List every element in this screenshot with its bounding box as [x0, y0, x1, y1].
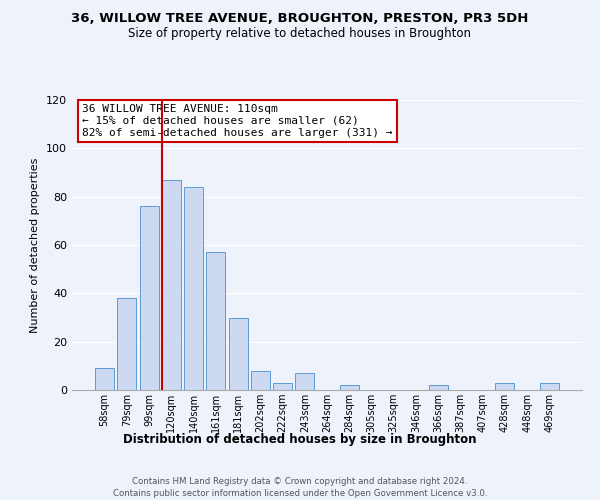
Text: Contains public sector information licensed under the Open Government Licence v3: Contains public sector information licen… [113, 489, 487, 498]
Text: 36 WILLOW TREE AVENUE: 110sqm
← 15% of detached houses are smaller (62)
82% of s: 36 WILLOW TREE AVENUE: 110sqm ← 15% of d… [82, 104, 392, 138]
Y-axis label: Number of detached properties: Number of detached properties [31, 158, 40, 332]
Bar [118, 298, 136, 390]
Text: Distribution of detached houses by size in Broughton: Distribution of detached houses by size … [123, 432, 477, 446]
Text: 36, WILLOW TREE AVENUE, BROUGHTON, PRESTON, PR3 5DH: 36, WILLOW TREE AVENUE, BROUGHTON, PREST… [71, 12, 529, 26]
Text: Size of property relative to detached houses in Broughton: Size of property relative to detached ho… [128, 28, 472, 40]
Bar [95, 368, 114, 390]
Bar [429, 385, 448, 390]
Bar [206, 252, 225, 390]
Bar [295, 373, 314, 390]
Bar [540, 383, 559, 390]
Bar [184, 187, 203, 390]
Text: Contains HM Land Registry data © Crown copyright and database right 2024.: Contains HM Land Registry data © Crown c… [132, 478, 468, 486]
Bar [496, 383, 514, 390]
Bar [273, 383, 292, 390]
Bar [140, 206, 158, 390]
Bar [340, 385, 359, 390]
Bar [229, 318, 248, 390]
Bar [251, 370, 270, 390]
Bar [162, 180, 181, 390]
